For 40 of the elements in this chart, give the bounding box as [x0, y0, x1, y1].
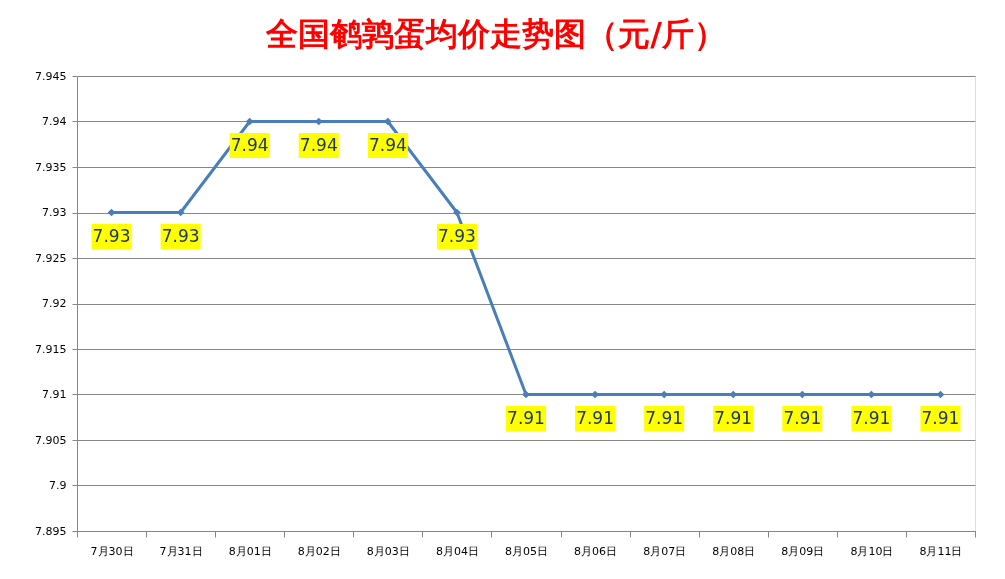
y-tick-label: 7.895	[35, 524, 67, 538]
point	[522, 390, 530, 399]
data-label: 7.91	[921, 407, 960, 428]
x-tick-label: 8月08日	[712, 544, 756, 558]
y-tick-label: 7.915	[35, 342, 67, 356]
y-tick-label: 7.945	[35, 69, 67, 83]
data-label: 7.91	[714, 407, 753, 428]
x-tick-label: 7月31日	[159, 544, 203, 558]
data-label: 7.94	[230, 134, 269, 155]
x-tick-label: 8月09日	[781, 544, 825, 558]
x-tick-label: 8月03日	[366, 544, 410, 558]
x-tick-label: 8月07日	[643, 544, 687, 558]
y-tick-label: 7.905	[35, 433, 67, 447]
data-label: 7.91	[507, 407, 545, 428]
chart-title: 全国鹌鹑蛋均价走势图（元/斤）	[265, 15, 726, 53]
data-label: 7.93	[161, 225, 200, 246]
x-tick-label: 8月11日	[919, 544, 963, 558]
x-tick-label: 8月04日	[435, 544, 479, 558]
y-tick-label: 7.9	[49, 479, 67, 492]
y-tick-label: 7.91	[42, 388, 67, 401]
x-tick-label: 8月01日	[228, 544, 272, 558]
x-tick-label: 8月05日	[505, 544, 548, 558]
point	[453, 208, 461, 217]
data-label: 7.91	[783, 407, 822, 428]
x-tick-label: 8月02日	[297, 544, 341, 558]
data-label: 7.91	[576, 407, 615, 428]
x-tick-label: 7月30日	[90, 544, 134, 558]
data-label: 7.93	[92, 225, 131, 246]
y-tick-label: 7.92	[42, 297, 67, 310]
y-tick-label: 7.93	[42, 206, 67, 219]
y-tick-label: 7.925	[35, 251, 67, 265]
data-label: 7.94	[299, 134, 338, 155]
y-tick-label: 7.935	[35, 160, 67, 174]
data-label: 7.91	[852, 407, 891, 428]
data-label: 7.93	[437, 225, 476, 246]
x-tick-label: 8月10日	[850, 544, 894, 558]
data-label: 7.91	[645, 407, 684, 428]
x-tick-label: 8月06日	[574, 544, 618, 558]
data-label: 7.94	[368, 134, 407, 155]
y-tick-label: 7.94	[42, 115, 67, 128]
